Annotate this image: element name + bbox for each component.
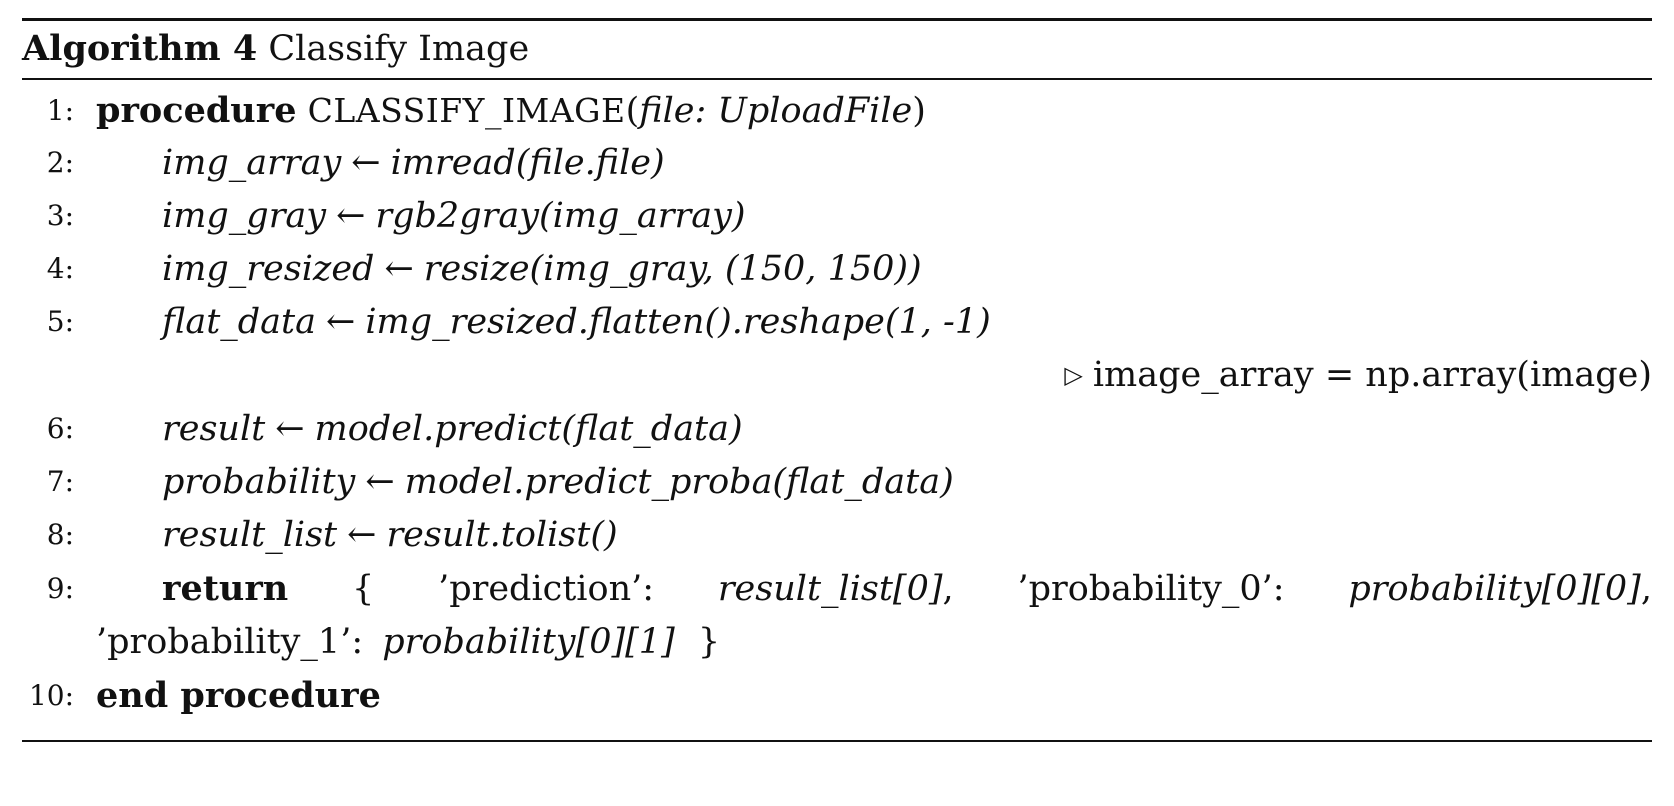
assign-lhs: result_list (162, 515, 338, 555)
assign-arrow: ← (347, 515, 377, 555)
line-number: 8: (46, 518, 74, 551)
assign-arrow: ← (351, 143, 381, 183)
assign-rhs: resize(img_gray, (150, 150)) (423, 249, 922, 289)
assign-arrow: ← (336, 196, 366, 236)
line-code: result_list ← result.tolist() (162, 510, 618, 560)
line-code: procedure CLASSIFY_IMAGE(file: UploadFil… (96, 86, 926, 136)
algorithm-label: Algorithm 4 (22, 28, 258, 69)
dict-key-probability-0: ’probability_0’: (1017, 569, 1285, 609)
dict-value-prediction: result_list[0] (717, 569, 943, 609)
algorithm-caption: Algorithm 4 Classify Image (22, 24, 529, 74)
line-number: 2: (46, 146, 74, 179)
assign-rhs: model.predict_proba(flat_data) (404, 462, 954, 502)
line-number: 1: (46, 94, 74, 127)
assign-arrow: ← (365, 462, 395, 502)
dict-separator: , (1640, 569, 1652, 609)
close-paren: ) (912, 91, 926, 131)
assign-rhs: result.tolist() (386, 515, 618, 555)
return-keyword: return (162, 568, 289, 609)
line-code: img_array ← imread(file.file) (162, 138, 665, 188)
assign-rhs: model.predict(flat_data) (314, 409, 743, 449)
line-code: img_gray ← rgb2gray(img_array) (162, 191, 746, 241)
assign-lhs: result (162, 409, 266, 449)
algorithm-block: Algorithm 4 Classify Image 1: procedure … (22, 0, 1652, 806)
line-number: 10: (28, 679, 74, 712)
dict-key-prediction: ’prediction’: (438, 569, 655, 609)
line-code: img_resized ← resize(img_gray, (150, 150)) (162, 244, 922, 294)
line-code: ’probability_1’: probability[0][1] } (96, 617, 720, 667)
line-comment: ▷ image_array = np.array(image) (1064, 350, 1652, 403)
comment-triangle-icon: ▷ (1064, 361, 1083, 389)
dict-separator: , (942, 569, 954, 609)
assign-lhs: probability (162, 462, 356, 502)
assign-arrow: ← (384, 249, 414, 289)
assign-rhs: rgb2gray(img_array) (375, 196, 746, 236)
procedure-param: file: UploadFile (639, 91, 913, 131)
assign-lhs: img_array (162, 143, 342, 183)
line-number: 6: (46, 412, 74, 445)
brace-close: } (697, 622, 721, 662)
algorithm-title: Classify Image (268, 29, 530, 69)
line-number: 4: (46, 252, 74, 285)
assign-lhs: img_resized (162, 249, 375, 289)
line-number: 9: (46, 572, 74, 605)
assign-rhs: img_resized.flatten().reshape(1, -1) (365, 302, 991, 342)
open-paren: ( (625, 91, 640, 131)
algorithm-comment-line: ▷ image_array = np.array(image) (22, 350, 1652, 400)
line-code: flat_data ← img_resized.flatten().reshape(… (162, 297, 991, 347)
line-code: return { ’prediction’: result_list[0], ’… (162, 564, 1652, 614)
comment-text: image_array = np.array(image) (1092, 355, 1652, 395)
caption-rule (22, 78, 1652, 80)
bottom-rule (22, 740, 1652, 742)
line-code: probability ← model.predict_proba(flat_dat… (162, 457, 954, 507)
assign-arrow: ← (275, 409, 305, 449)
line-code: result ← model.predict(flat_data) (162, 404, 743, 454)
procedure-name: CLASSIFY_IMAGE (307, 91, 626, 130)
brace-open: { (352, 569, 375, 609)
procedure-keyword: procedure (96, 90, 297, 131)
assign-arrow: ← (325, 302, 356, 342)
line-number: 5: (46, 305, 74, 338)
dict-key-probability-1: ’probability_1’: (96, 622, 364, 662)
assign-lhs: img_gray (162, 196, 327, 236)
dict-value-probability-1: probability[0][1] (382, 622, 675, 662)
end-procedure-keyword: end procedure (96, 675, 381, 716)
assign-rhs: imread(file.file) (390, 143, 665, 183)
assign-lhs: flat_data (162, 302, 316, 342)
algorithm-line-9: 9: return { ’prediction’: result_list[0]… (22, 564, 1652, 614)
line-number: 3: (46, 199, 74, 232)
line-number: 7: (46, 465, 74, 498)
top-rule (22, 18, 1652, 21)
dict-value-probability-0: probability[0][0] (1348, 569, 1641, 609)
